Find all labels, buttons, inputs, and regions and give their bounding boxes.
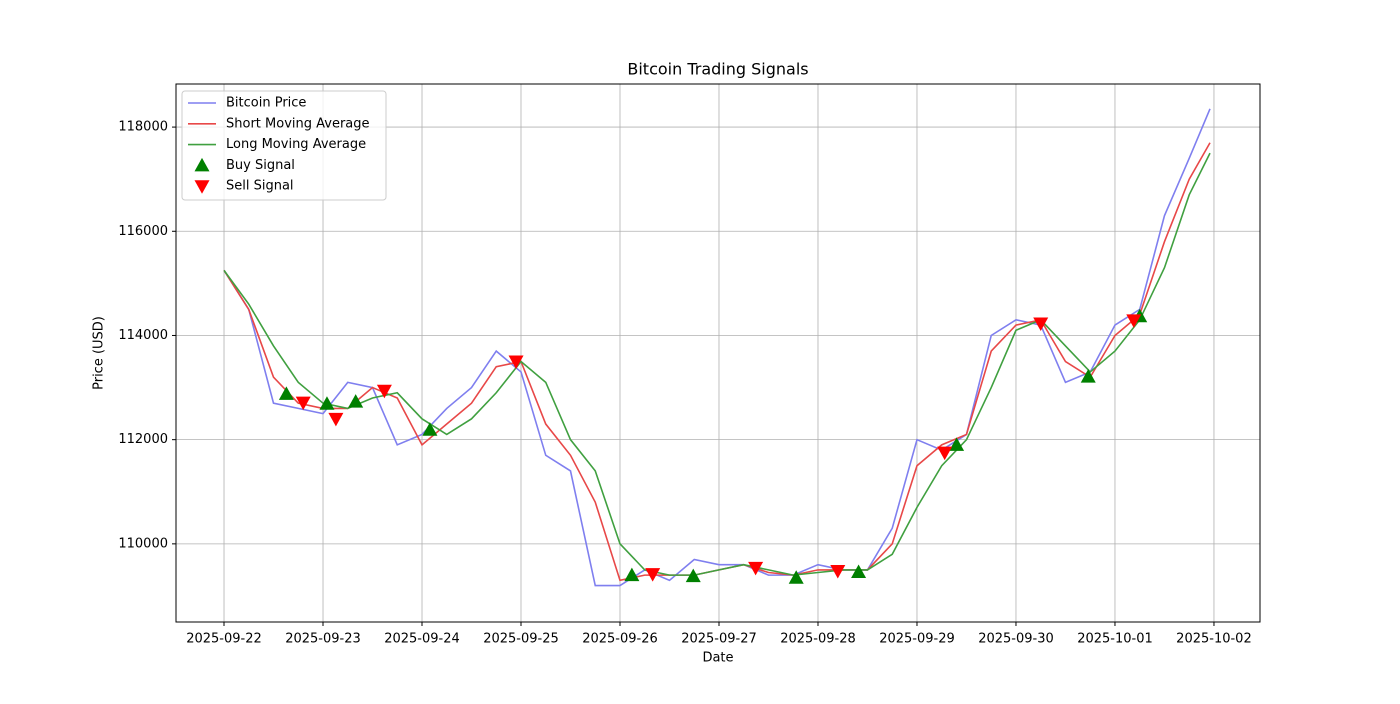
y-tick-label: 114000 (118, 328, 168, 343)
legend-label: Sell Signal (226, 179, 294, 194)
signal-marker (645, 568, 661, 582)
y-tick-label: 118000 (118, 120, 168, 135)
x-axis-label: Date (702, 651, 733, 666)
signal-marker (949, 437, 965, 451)
signal-marker (295, 396, 311, 411)
legend-swatch (194, 180, 210, 194)
legend-label: Bitcoin Price (226, 96, 306, 111)
x-tick-label: 2025-09-30 (978, 632, 1054, 647)
signal-marker (1126, 314, 1142, 328)
y-tick-label: 112000 (118, 432, 168, 447)
y-tick-label: 110000 (118, 536, 168, 551)
signal-marker (422, 422, 438, 436)
price-line (223, 108, 1211, 587)
signal-marker (788, 570, 804, 584)
signal-marker (851, 564, 867, 578)
x-tick-label: 2025-10-02 (1176, 632, 1252, 647)
x-tick-label: 2025-09-25 (483, 632, 559, 647)
signal-marker (1080, 369, 1096, 383)
x-tick-label: 2025-09-26 (582, 632, 658, 647)
x-tick-label: 2025-09-23 (285, 632, 361, 647)
signal-marker (319, 396, 335, 410)
legend-label: Buy Signal (226, 158, 295, 173)
signal-marker (1033, 317, 1049, 331)
signal-marker (278, 386, 294, 400)
x-tick-label: 2025-10-01 (1077, 632, 1153, 647)
signal-marker (508, 355, 524, 370)
legend-label: Long Moving Average (226, 137, 366, 152)
signal-marker (685, 568, 701, 583)
legend-label: Short Moving Average (226, 116, 370, 131)
legend-swatch (194, 157, 210, 172)
signal-marker (830, 564, 846, 579)
plot-frame (175, 83, 1261, 623)
legend-box (181, 90, 387, 201)
signal-marker (328, 412, 344, 427)
signal-marker (376, 384, 392, 399)
y-tick-label: 116000 (118, 224, 168, 239)
x-tick-label: 2025-09-28 (780, 632, 856, 647)
x-tick-label: 2025-09-22 (186, 632, 262, 647)
y-axis-label: Price (USD) (92, 316, 107, 390)
x-tick-label: 2025-09-27 (681, 632, 757, 647)
signal-marker (624, 567, 640, 582)
signal-marker (937, 446, 953, 461)
x-tick-label: 2025-09-24 (384, 632, 460, 647)
signal-marker (748, 561, 764, 576)
price-line (223, 152, 1211, 576)
x-tick-label: 2025-09-29 (879, 632, 955, 647)
chart-title: Bitcoin Trading Signals (627, 60, 808, 79)
signal-marker (348, 394, 364, 408)
